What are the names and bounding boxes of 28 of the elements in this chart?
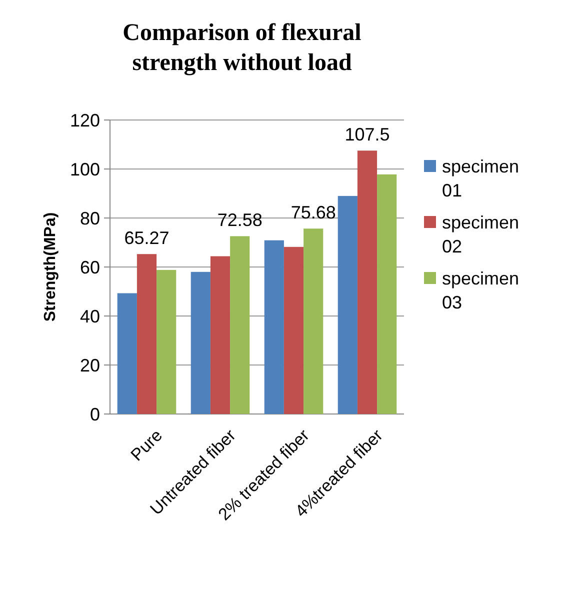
data-label: 65.27 — [124, 228, 170, 248]
bar — [117, 293, 137, 414]
y-tick-label: 20 — [80, 355, 100, 376]
y-axis-title: Strength(MPa) — [42, 212, 59, 322]
data-label: 72.58 — [217, 210, 262, 230]
bar — [304, 228, 324, 414]
y-tick-label: 100 — [70, 159, 100, 180]
data-label: 75.68 — [290, 202, 336, 223]
chart-title: Comparison of flexural strength without load — [122, 20, 362, 76]
legend-label: specimen 03 — [442, 268, 520, 312]
y-tick-label: 60 — [80, 257, 100, 278]
bar — [264, 240, 284, 414]
legend-label: specimen 01 — [442, 156, 520, 200]
bar — [284, 246, 304, 414]
bar — [156, 270, 176, 414]
bar — [357, 150, 378, 414]
bar — [190, 272, 210, 414]
bar — [338, 196, 358, 414]
y-tick-label: 40 — [80, 306, 100, 326]
bar — [230, 236, 250, 414]
y-tick-label: 120 — [70, 110, 100, 130]
data-label: 107.5 — [344, 124, 390, 145]
y-tick-label: 80 — [80, 208, 100, 228]
bar — [210, 256, 230, 414]
bar — [377, 174, 397, 414]
legend-label: specimen 02 — [442, 212, 520, 256]
y-tick-label: 0 — [90, 404, 100, 424]
bar — [136, 254, 157, 414]
